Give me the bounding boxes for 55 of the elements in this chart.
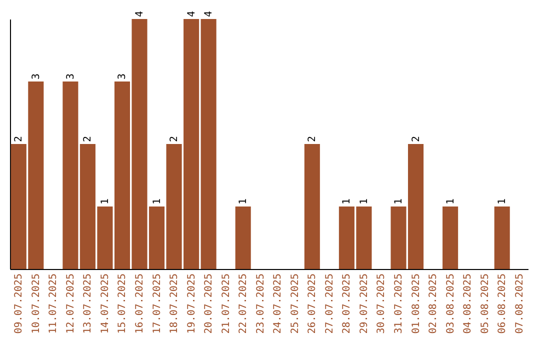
data-label: 3 (30, 73, 42, 80)
data-label: 1 (152, 198, 163, 204)
bar (62, 82, 78, 269)
x-tick-label: 16.07.2025 (134, 274, 146, 334)
bar (304, 144, 320, 269)
x-tick-label: 17.07.2025 (152, 274, 163, 334)
data-label: 2 (410, 136, 422, 142)
bar (494, 206, 510, 269)
x-tick-label: 26.07.2025 (307, 274, 318, 334)
x-tick-label: 19.07.2025 (186, 274, 198, 334)
data-label: 3 (117, 73, 128, 80)
x-tick-label: 18.07.2025 (169, 274, 180, 334)
x-tick-label: 22.07.2025 (238, 274, 250, 334)
x-tick-label: 12.07.2025 (65, 274, 76, 334)
data-label: 1 (497, 198, 508, 204)
data-label: 1 (342, 198, 353, 204)
data-label: 1 (394, 198, 404, 204)
x-tick-label: 03.08.2025 (445, 274, 456, 334)
x-tick-label: 24.07.2025 (272, 274, 284, 334)
x-tick-label: 25.07.2025 (290, 274, 301, 334)
x-tick-label: 20.07.2025 (204, 274, 215, 334)
bar (442, 206, 458, 269)
bar (235, 206, 251, 269)
data-label: 3 (65, 73, 76, 80)
x-tick-label: 23.07.2025 (255, 274, 266, 334)
data-label: 4 (186, 10, 198, 17)
data-label: 2 (82, 136, 94, 142)
x-tick-label: 28.07.2025 (342, 274, 353, 334)
data-label: 1 (358, 198, 370, 204)
x-tick-label: 31.07.2025 (394, 274, 404, 334)
x-tick-label: 29.07.2025 (358, 274, 370, 334)
data-label: 1 (100, 198, 111, 204)
x-tick-label: 27.07.2025 (324, 274, 336, 334)
x-tick-label: 11.07.2025 (48, 274, 60, 334)
x-tick-label: 14.07.2025 (100, 274, 111, 334)
data-label: 1 (238, 198, 250, 204)
x-tick-label: 13.07.2025 (82, 274, 94, 334)
x-tick-label: 30.07.2025 (376, 274, 388, 334)
x-tick-label: 04.08.2025 (462, 274, 474, 334)
x-tick-label: 05.08.2025 (480, 274, 491, 334)
data-label: 1 (445, 198, 456, 204)
x-tick-label: 15.07.2025 (117, 274, 128, 334)
bar (200, 19, 216, 269)
x-tick-label: 09.07.2025 (14, 274, 25, 334)
x-tick-label: 06.08.2025 (497, 274, 508, 334)
data-label: 4 (204, 10, 215, 17)
data-label: 2 (307, 136, 318, 142)
x-tick-label: 07.08.2025 (514, 274, 526, 334)
x-tick-label: 10.07.2025 (30, 274, 42, 334)
data-label: 2 (169, 136, 180, 142)
x-tick-label: 21.07.2025 (220, 274, 232, 334)
x-tick-label: 01.08.2025 (410, 274, 422, 334)
x-tick-label: 02.08.2025 (428, 274, 440, 334)
data-label: 4 (134, 10, 146, 17)
data-label: 2 (14, 136, 25, 142)
